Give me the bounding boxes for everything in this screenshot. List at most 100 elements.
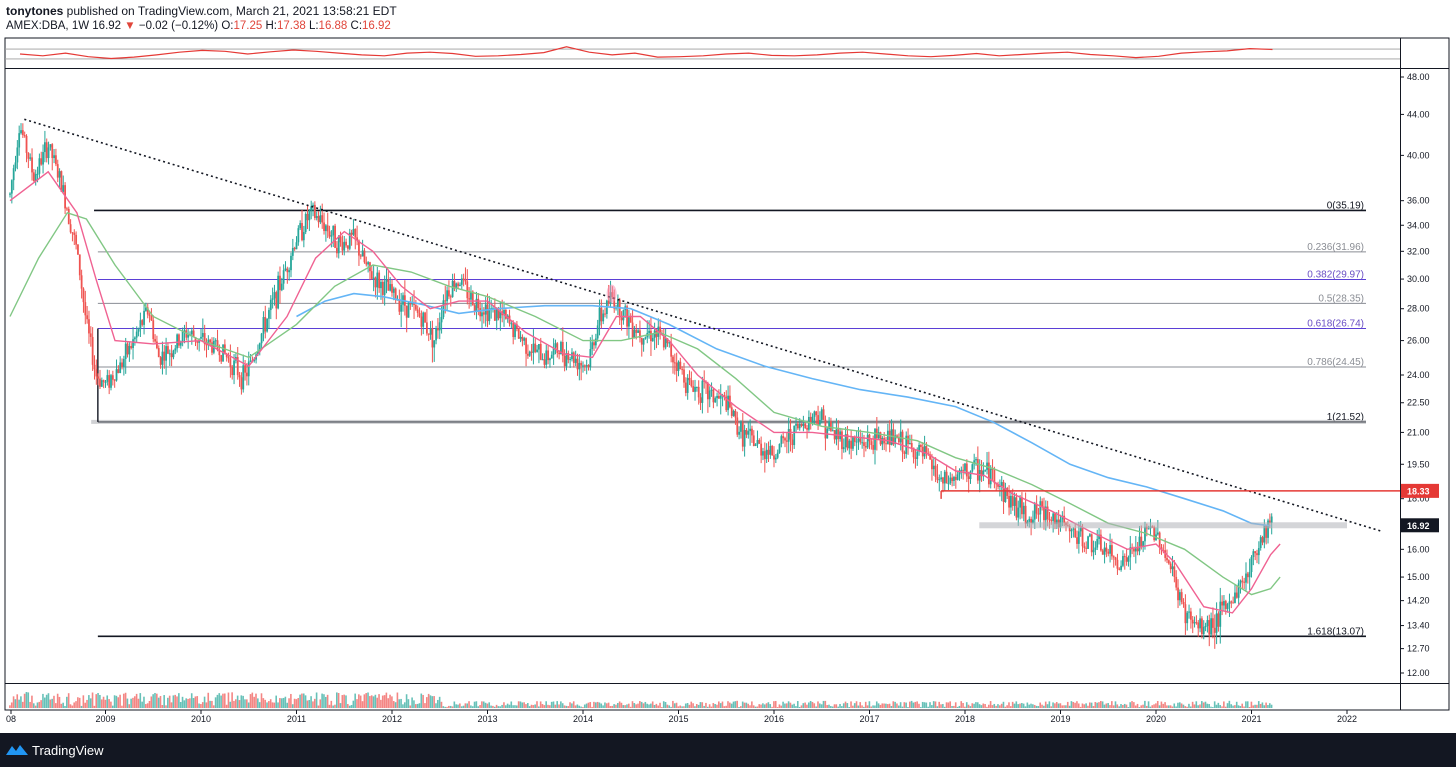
trendline[interactable] bbox=[24, 118, 1381, 532]
candle-body bbox=[1028, 518, 1031, 522]
volume-bar bbox=[813, 703, 816, 708]
volume-bar bbox=[611, 705, 614, 708]
volume-bar bbox=[826, 705, 828, 708]
volume-bar bbox=[1114, 701, 1117, 708]
volume-bar bbox=[954, 702, 957, 708]
volume-bar bbox=[332, 705, 334, 708]
volume-bar bbox=[156, 693, 158, 708]
volume-bar bbox=[541, 704, 544, 708]
volume-bar bbox=[183, 700, 186, 708]
candle-body bbox=[923, 446, 926, 457]
volume-bar bbox=[1195, 701, 1198, 708]
candle-body bbox=[25, 135, 28, 153]
volume-bar bbox=[482, 701, 485, 708]
candle-body bbox=[824, 419, 827, 439]
volume-bar bbox=[286, 702, 289, 708]
volume-bar bbox=[1204, 701, 1207, 708]
volume-bar bbox=[168, 695, 171, 708]
volume-bar bbox=[1098, 702, 1100, 708]
candle-body bbox=[233, 360, 235, 376]
author-name[interactable]: tonytones bbox=[6, 4, 64, 18]
volume-bar bbox=[657, 705, 659, 708]
candle-body bbox=[984, 469, 987, 471]
candle-body bbox=[387, 279, 390, 291]
symbol-label[interactable]: AMEX:DBA, 1W bbox=[6, 20, 90, 32]
volume-bar bbox=[1030, 703, 1032, 708]
candle-body bbox=[32, 172, 35, 182]
volume-bar bbox=[449, 705, 452, 708]
volume-bar bbox=[126, 698, 129, 708]
candle-body bbox=[457, 283, 460, 286]
candle-body bbox=[695, 386, 698, 388]
candle-body bbox=[864, 445, 867, 448]
volume-bar bbox=[400, 698, 402, 708]
drawings[interactable] bbox=[24, 118, 1400, 532]
volume-bar bbox=[361, 701, 364, 708]
candle-body bbox=[370, 271, 373, 279]
candle-body bbox=[1213, 627, 1216, 633]
volume-bar bbox=[78, 697, 81, 708]
candle-body bbox=[58, 171, 61, 178]
candle-body bbox=[104, 381, 107, 383]
volume-bar bbox=[121, 705, 123, 708]
volume-bar bbox=[106, 695, 109, 708]
time-axis[interactable]: 08 2009 2010 2011 2012 2013 2014 2015 2016 2017 20… bbox=[6, 710, 1357, 724]
volume-bar bbox=[1182, 704, 1185, 708]
volume-bar bbox=[473, 701, 476, 708]
candle-body bbox=[828, 421, 830, 429]
y-tick-label: 16.00 bbox=[1407, 544, 1430, 554]
candle-body bbox=[462, 278, 465, 281]
candle-body bbox=[183, 330, 186, 332]
volume-bar bbox=[135, 693, 138, 708]
candle-body bbox=[754, 444, 757, 447]
candle-body bbox=[374, 277, 377, 288]
volume-bar bbox=[1046, 704, 1049, 708]
candle-body bbox=[1037, 513, 1040, 515]
price-chart[interactable]: 0(35.19) 0.236(31.96) 0.382(29.97) 0.5(28.3… bbox=[0, 0, 1456, 733]
volume-bar bbox=[624, 705, 626, 708]
candle-body bbox=[117, 369, 120, 373]
volume-bar bbox=[394, 702, 397, 708]
support-zone[interactable] bbox=[979, 522, 1347, 529]
candle-body bbox=[62, 185, 65, 192]
x-tick-label: 2018 bbox=[955, 714, 975, 724]
candle-body bbox=[1125, 557, 1128, 562]
volume-bar bbox=[323, 694, 325, 708]
candle-body bbox=[201, 333, 204, 337]
volume-bar bbox=[1156, 700, 1159, 708]
volume-bar bbox=[615, 704, 617, 708]
candle-body bbox=[473, 305, 476, 312]
y-tick-label: 26.00 bbox=[1407, 336, 1430, 346]
candle-body bbox=[295, 242, 298, 250]
candle-body bbox=[644, 337, 647, 339]
volume-bar bbox=[723, 706, 726, 708]
candle-body bbox=[275, 292, 278, 309]
volume-bar bbox=[545, 701, 547, 708]
candle-body bbox=[1085, 547, 1088, 549]
volume-bar bbox=[951, 705, 953, 708]
indicator-pane[interactable] bbox=[5, 46, 1400, 60]
candle-body bbox=[482, 312, 485, 315]
fib-retracement[interactable]: 0(35.19) 0.236(31.96) 0.382(29.97) 0.5(28.3… bbox=[91, 200, 1366, 637]
volume-bar bbox=[212, 705, 215, 708]
volume-bar bbox=[644, 701, 647, 708]
volume-bar bbox=[18, 699, 20, 708]
x-tick-label: 2020 bbox=[1146, 714, 1166, 724]
volume-bar bbox=[868, 701, 871, 708]
candle-body bbox=[1180, 592, 1183, 602]
volume-bar bbox=[864, 701, 867, 708]
candle-body bbox=[628, 317, 630, 327]
volume-bar bbox=[152, 694, 154, 708]
tradingview-logo[interactable]: TradingView bbox=[6, 742, 104, 758]
volume-bar bbox=[1215, 704, 1218, 708]
candle-body bbox=[174, 348, 177, 351]
volume-bar bbox=[389, 694, 391, 708]
volume-bar bbox=[1166, 705, 1168, 708]
volume-bar bbox=[448, 705, 450, 708]
candle-body bbox=[308, 210, 311, 221]
volume-bar bbox=[989, 701, 992, 708]
candle-body bbox=[1217, 613, 1220, 627]
volume-bar bbox=[444, 706, 446, 708]
volume-bar bbox=[747, 703, 749, 708]
price-axis[interactable]: 48.00 44.00 40.00 36.00 34.00 32.00 30.00 28.00… bbox=[1400, 72, 1439, 678]
